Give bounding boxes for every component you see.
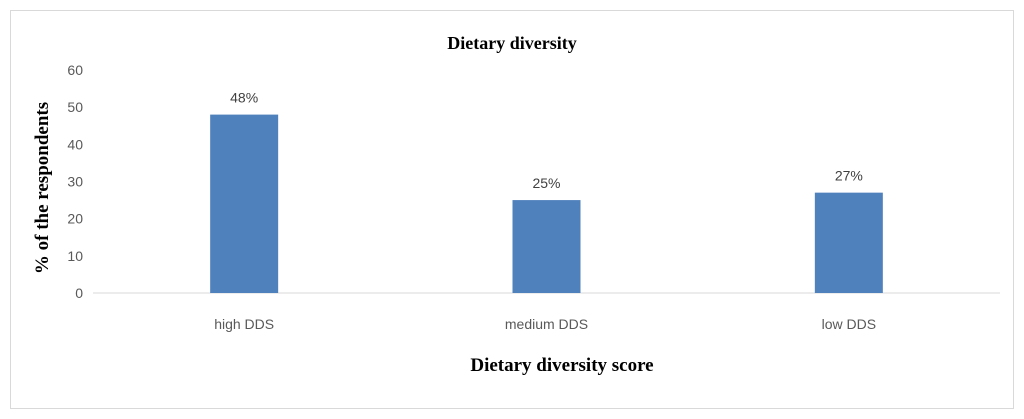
plot-area: 0 10 20 30 40 50 60 48% high DDS 25% medium DDS 27%… — [67, 62, 1000, 332]
y-tick-label: 0 — [75, 285, 83, 301]
chart-title: Dietary diversity — [447, 33, 576, 53]
y-tick-label: 20 — [67, 211, 83, 227]
y-tick-label: 40 — [67, 136, 83, 152]
y-axis-label: % of the respondents — [32, 102, 53, 274]
bar-medium-dds — [512, 200, 581, 293]
bar-low-dds — [814, 192, 883, 293]
bar-high-dds — [210, 114, 279, 293]
y-tick-label: 60 — [67, 62, 83, 78]
x-tick-label: low DDS — [822, 316, 876, 332]
data-label: 27% — [835, 168, 863, 184]
y-tick-label: 50 — [67, 99, 83, 115]
data-label: 48% — [230, 90, 258, 106]
data-label: 25% — [532, 175, 560, 191]
y-tick-label: 10 — [67, 248, 83, 264]
x-tick-label: high DDS — [214, 316, 274, 332]
x-axis-label: Dietary diversity score — [470, 355, 653, 376]
x-tick-label: medium DDS — [505, 316, 588, 332]
y-tick-label: 30 — [67, 174, 83, 190]
